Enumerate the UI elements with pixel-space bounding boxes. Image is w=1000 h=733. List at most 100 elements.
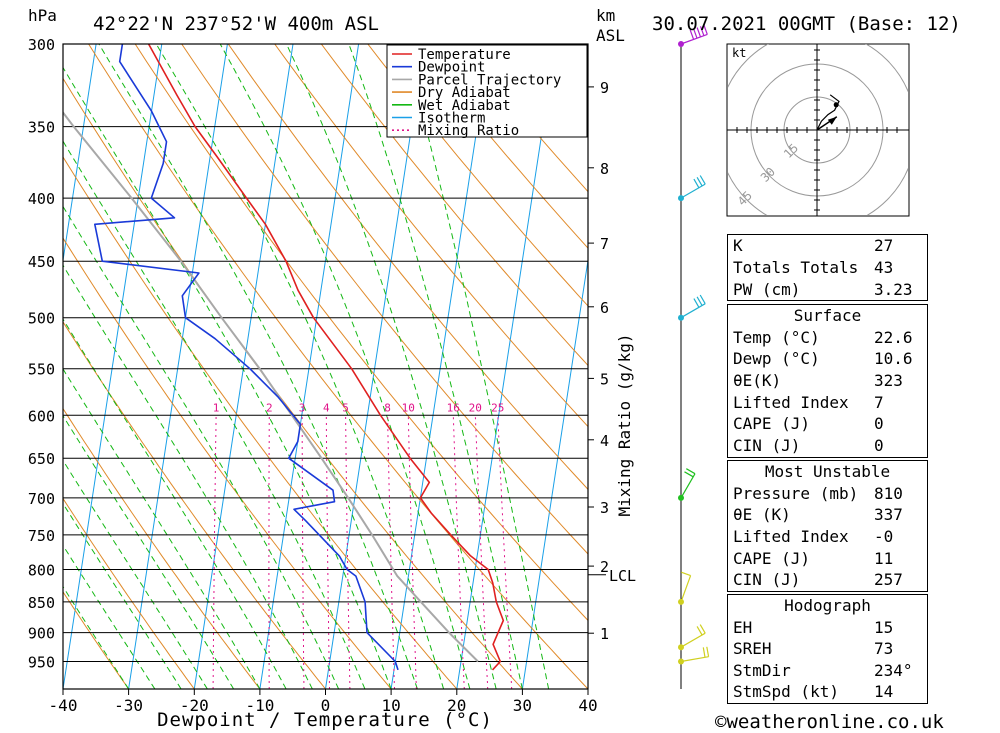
km-tick-label: 5 [600,370,609,388]
isotherm-line [325,44,425,689]
mixing-ratio-line [474,415,489,689]
temperature-line [147,44,505,671]
km-tick-label: 3 [600,499,609,517]
wet-adiabat-line [63,66,392,689]
mixing-ratio-label: 1 [213,401,220,414]
storm-motion-arrowhead [827,116,837,125]
barb-staff [680,575,692,603]
wet-adiabat-line [348,44,523,689]
hodo-value: 15 [874,618,894,637]
wind-barb [678,24,708,47]
mixing-ratio-axis-title: Mixing Ratio (g/kg) [615,333,634,516]
surface-label: CIN (J) [733,436,801,455]
isotherm-line [63,44,97,264]
wind-barb [678,624,706,651]
hodo-value: 14 [874,682,894,701]
mixing-ratio-line [407,415,417,689]
mixing-ratio-line [497,415,513,689]
hodo-row: StmDir 234° [728,660,927,681]
hodo-label: EH [733,618,753,637]
wind-barbs [678,24,710,689]
wet-adiabat-line [63,585,130,689]
index-value: 3.23 [874,280,913,299]
dry-adiabat-line [63,237,392,689]
temperature-tick-label: -10 [245,696,274,715]
pressure-tick-label: 550 [28,361,55,379]
barb-feather [706,646,710,657]
surface-row: θE(K) 323 [728,370,927,391]
barb-staff [680,303,706,319]
pressure-tick-label: 300 [28,36,55,54]
km-tick-label: 8 [600,160,609,178]
barb-feather [696,27,702,38]
axis-labels: 3003504004505005506006507007508008509009… [28,36,598,715]
mixing-ratio-label: 25 [491,401,504,414]
barb-feather [693,298,700,308]
dewpoint-line [94,44,399,671]
pressure-tick-label: 800 [28,562,55,580]
temperature-tick-label: 10 [381,696,400,715]
wet-adiabat-line [63,318,287,689]
barb-feather [703,24,708,35]
dry-adiabat-line [320,44,588,367]
surface-label: θE(K) [733,371,782,390]
legend-label: Wet Adiabat [418,98,511,114]
index-value: 27 [874,236,894,255]
mu-row: CAPE (J) 11 [728,548,927,569]
barb-feather [699,294,706,304]
index-row: Totals Totals 43 [728,257,927,278]
legend-label: Dewpoint [418,60,485,76]
surface-row: CAPE (J) 0 [728,413,927,434]
surface-title: Surface [793,306,862,325]
surface-label: Lifted Index [733,393,849,412]
index-label: Totals Totals [733,258,859,277]
hodo-label: StmSpd (kt) [733,682,839,701]
surface-label: Dewp (°C) [733,349,820,368]
mu-label: Lifted Index [733,527,849,546]
units-hpa: hPa [28,6,57,25]
mu-label: θE (K) [733,505,791,524]
barb-feather [702,647,706,658]
pressure-tick-label: 600 [28,407,55,425]
hodo-row: StmSpd (kt) 14 [728,681,927,702]
general-indices-panel: K 27 Totals Totals 43 PW (cm) 3.23 [727,234,928,301]
km-label: km [596,6,615,25]
barb-staff [680,632,706,648]
mu-value: 257 [874,570,903,589]
mixing-ratio-labels: 1 2 3 4 5 8 10 16 20 25 [213,401,505,414]
barb-feather [684,471,694,478]
dry-adiabat-line [367,44,588,307]
mixing-ratio-line [387,415,395,689]
location-title: 42°22'N 237°52'W 400m ASL [93,13,379,35]
legend-label: Dry Adiabat [418,85,511,101]
temperature-tick-label: -30 [114,696,143,715]
wind-barb [678,294,706,321]
dry-adiabat-line [63,77,523,689]
pressure-tick-label: 950 [28,654,55,672]
hodograph-trace [816,94,840,131]
km-tick-label: 2 [600,558,609,576]
index-value: 43 [874,258,894,277]
wet-adiabat-line [98,44,418,689]
wet-adiabat-line [63,140,366,689]
wind-barb [678,175,706,202]
legend-box [386,44,588,138]
surface-value: 0 [874,436,884,455]
surface-value: 7 [874,393,884,412]
mixing-ratio-label: 5 [342,401,349,414]
hodo-value: 234° [874,661,913,680]
pressure-tick-label: 850 [28,594,55,612]
legend-label: Isotherm [418,111,485,127]
wet-adiabat-line [155,44,445,689]
mixing-ratio-line [301,415,305,689]
mu-label: Pressure (mb) [733,484,859,503]
pressure-tick-label: 750 [28,527,55,545]
isotherm-line [259,44,360,689]
temperature-tick-label: 30 [513,696,532,715]
barb-feather [689,29,695,40]
x-axis-title: Dewpoint / Temperature (°C) [157,709,493,731]
barb-staff [680,183,706,199]
mixing-ratio-label: 3 [299,401,306,414]
temperature-tick-label: 40 [578,696,597,715]
